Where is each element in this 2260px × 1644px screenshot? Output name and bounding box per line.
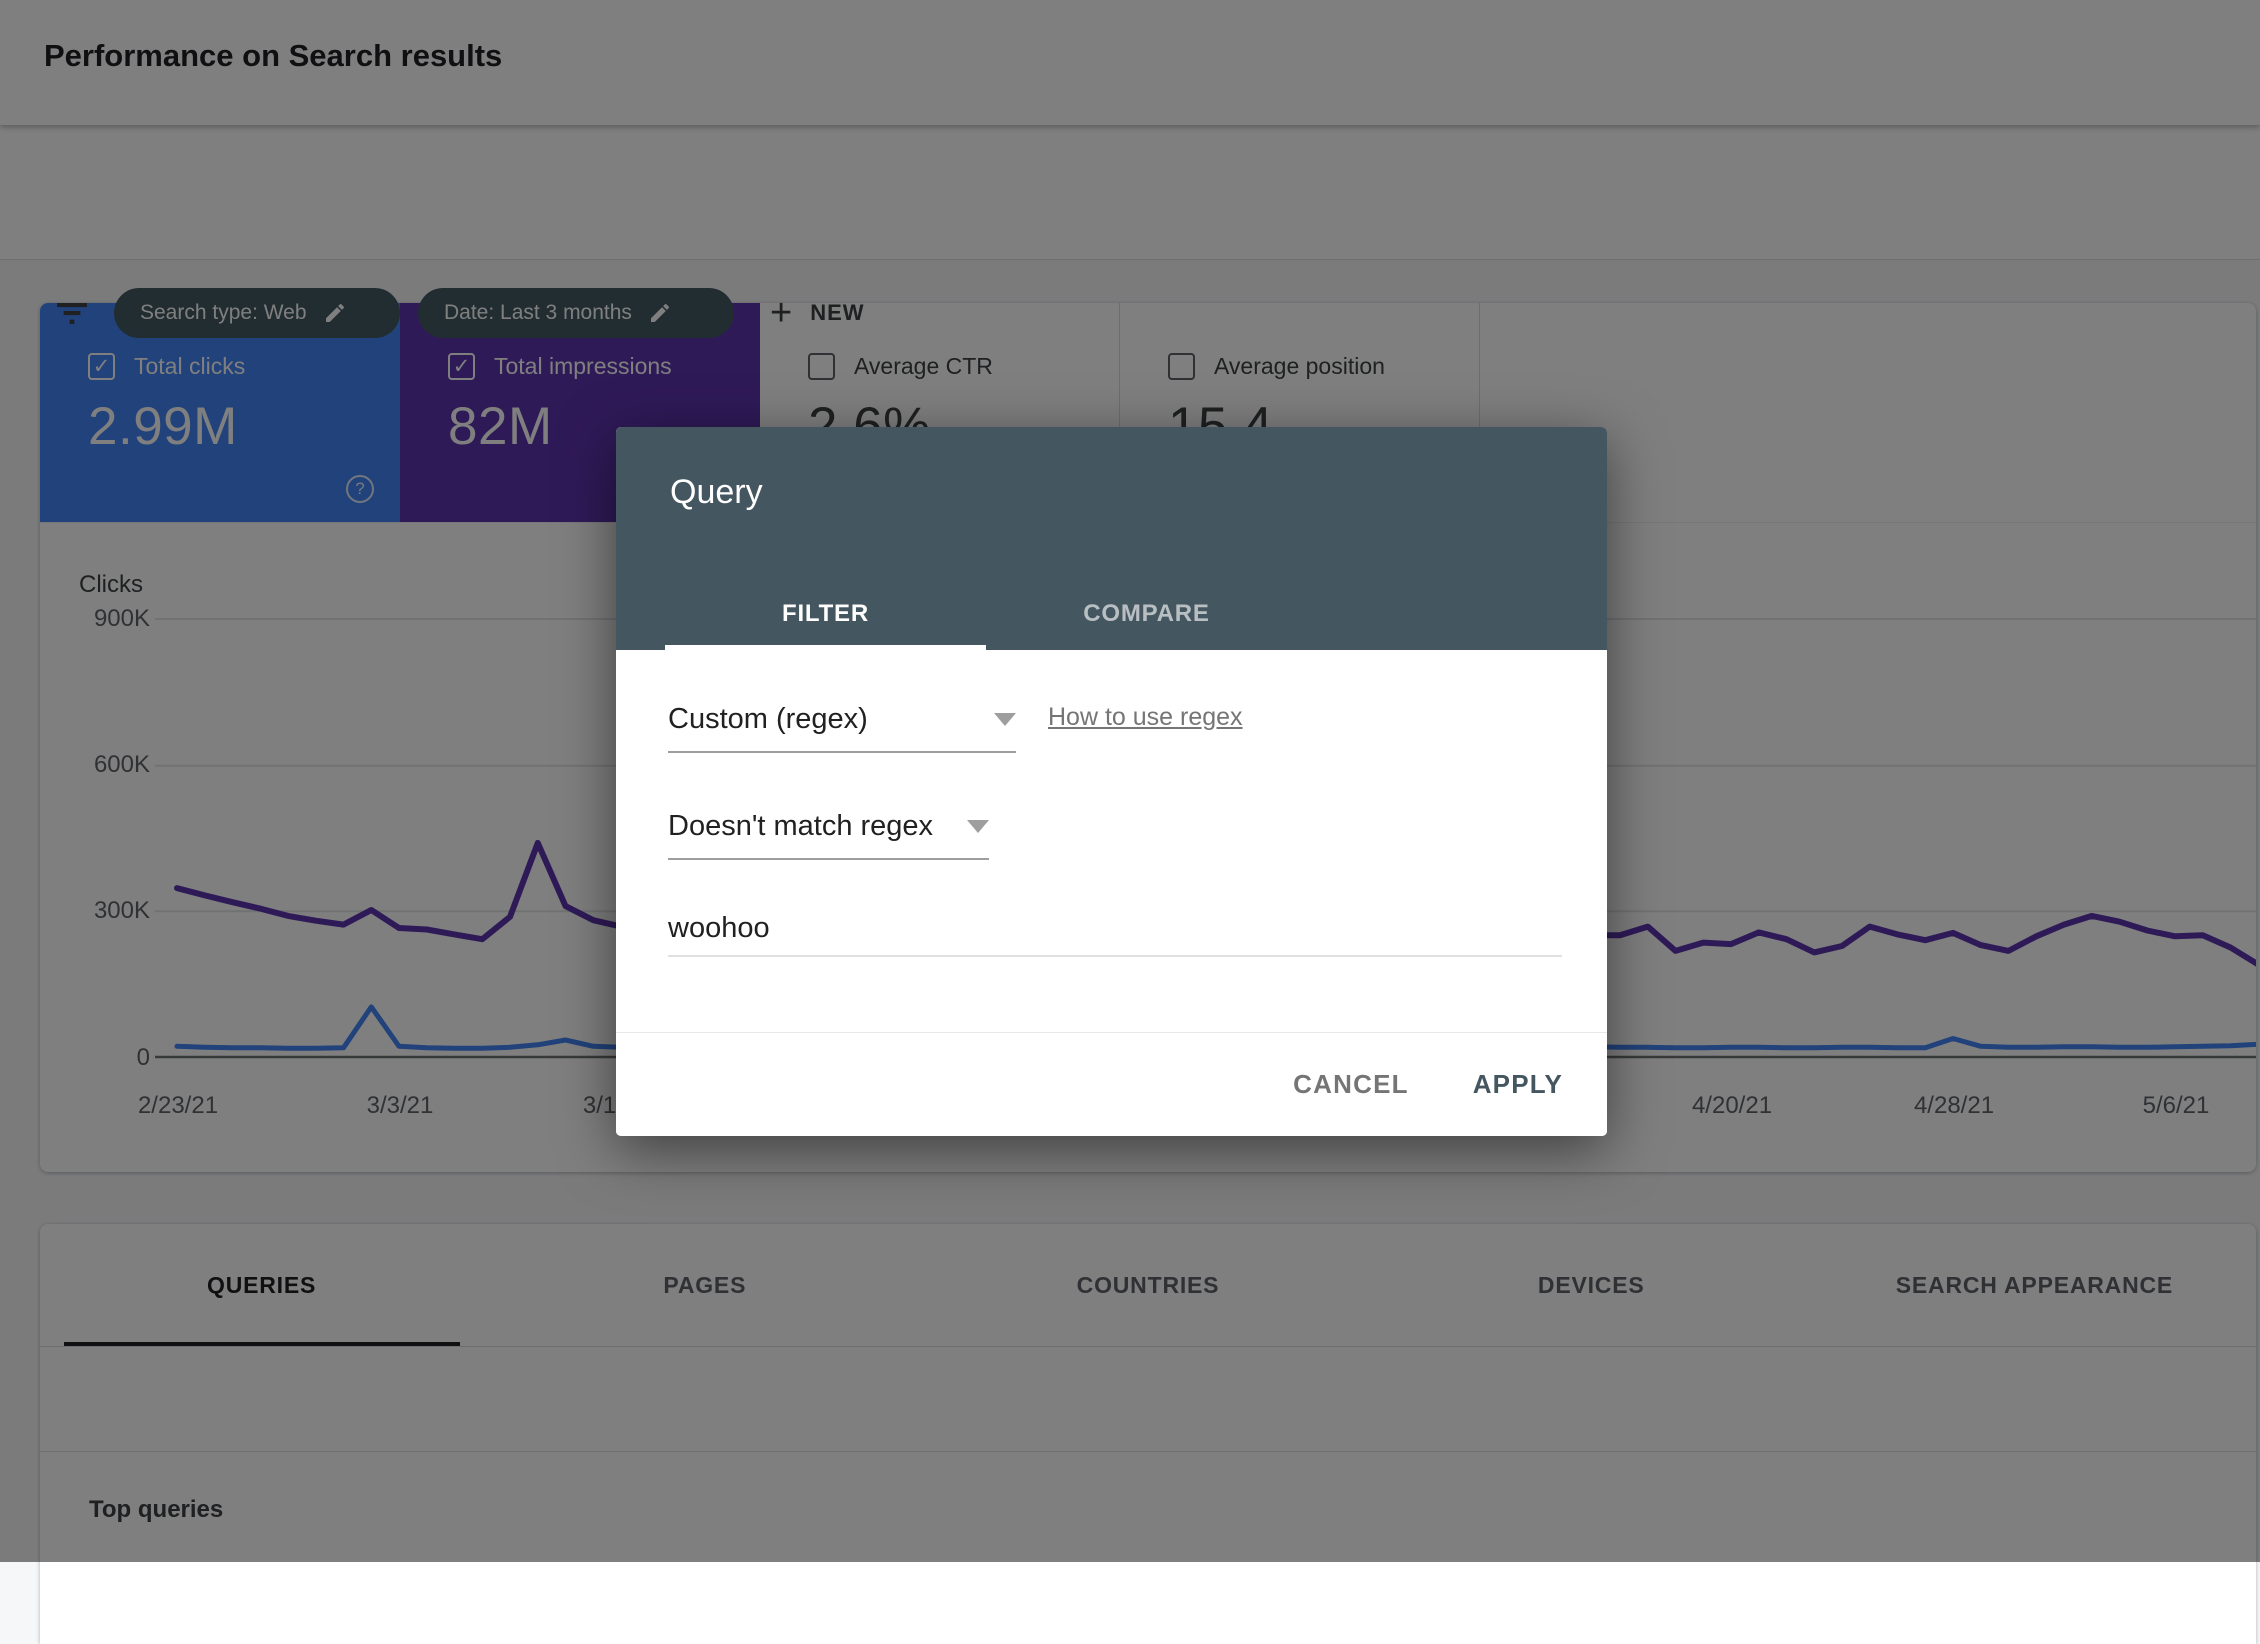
- filter-type-value: Custom (regex): [668, 702, 868, 735]
- dialog-footer: CANCEL APPLY: [616, 1032, 1607, 1136]
- dialog-tab-filter-label: FILTER: [781, 600, 869, 627]
- regex-query-input[interactable]: [668, 902, 1562, 957]
- dialog-active-tab-indicator: [665, 645, 986, 650]
- dialog-header: Query FILTER COMPARE: [616, 427, 1607, 650]
- dialog-tab-compare[interactable]: COMPARE: [986, 578, 1307, 650]
- chevron-down-icon: [967, 819, 989, 833]
- cancel-button[interactable]: CANCEL: [1293, 1069, 1409, 1099]
- chevron-down-icon: [994, 712, 1016, 726]
- apply-button[interactable]: APPLY: [1472, 1069, 1563, 1099]
- dialog-tabs: FILTER COMPARE: [665, 578, 1307, 650]
- regex-help-link[interactable]: How to use regex: [1048, 703, 1243, 731]
- dialog-tab-filter[interactable]: FILTER: [665, 578, 986, 650]
- filter-type-select[interactable]: Custom (regex): [668, 687, 1016, 753]
- query-filter-dialog: Query FILTER COMPARE Custom (regex) How …: [616, 427, 1607, 1136]
- match-type-value: Doesn't match regex: [668, 809, 934, 842]
- dialog-tab-compare-label: COMPARE: [1083, 600, 1210, 627]
- dialog-title: Query: [670, 473, 763, 511]
- match-type-select[interactable]: Doesn't match regex: [668, 794, 989, 860]
- dialog-body: Custom (regex) How to use regex Doesn't …: [616, 650, 1607, 1032]
